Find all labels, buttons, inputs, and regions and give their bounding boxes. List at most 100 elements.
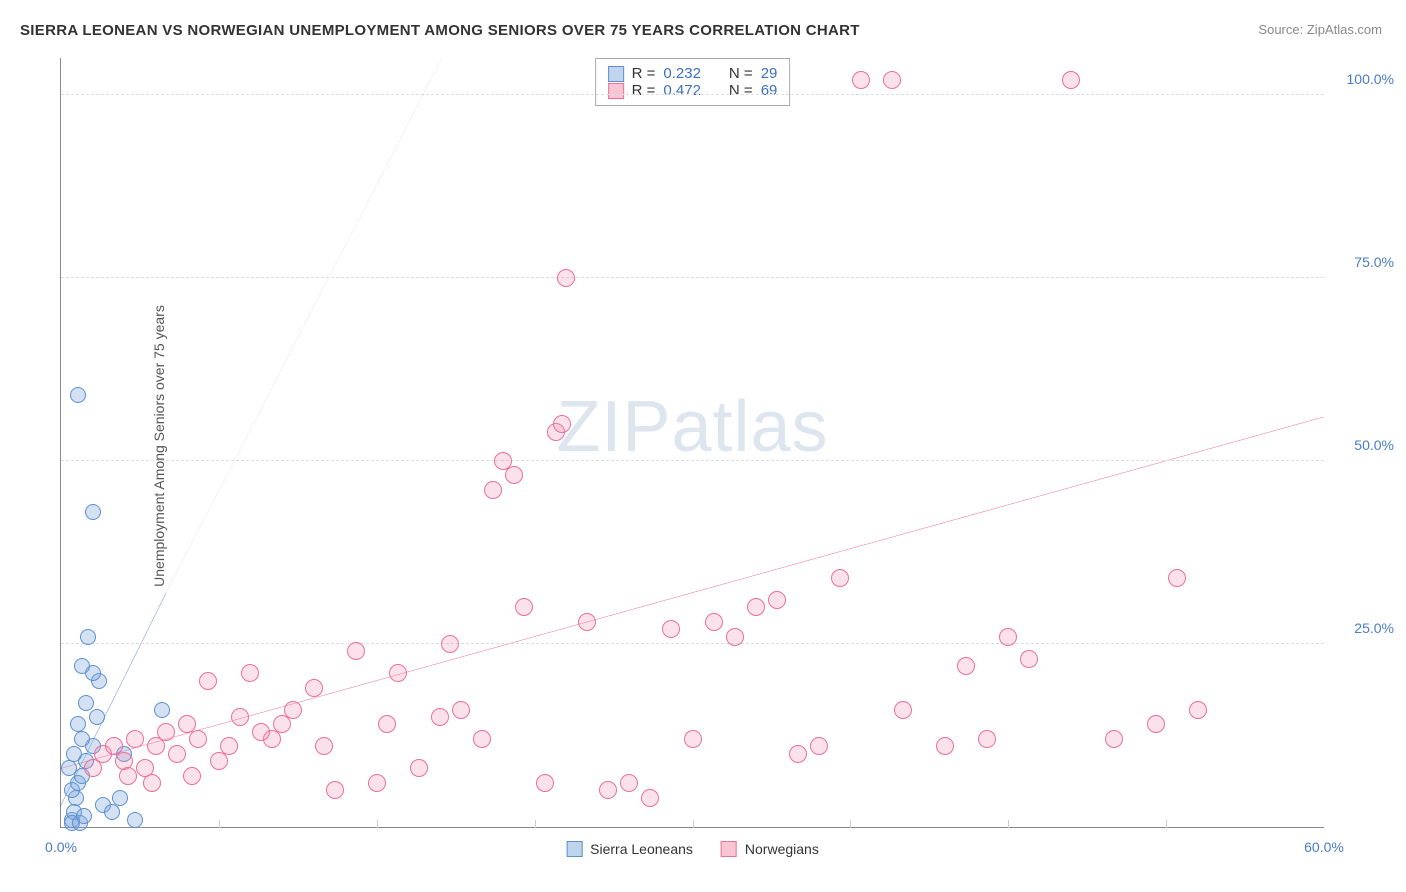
gridline-v <box>850 820 851 828</box>
data-point-pink[interactable] <box>768 591 786 609</box>
data-point-blue[interactable] <box>112 790 128 806</box>
data-point-pink[interactable] <box>515 598 533 616</box>
data-point-blue[interactable] <box>127 812 143 828</box>
data-point-pink[interactable] <box>168 745 186 763</box>
data-point-pink[interactable] <box>1147 715 1165 733</box>
data-point-pink[interactable] <box>536 774 554 792</box>
data-point-pink[interactable] <box>578 613 596 631</box>
data-point-pink[interactable] <box>431 708 449 726</box>
data-point-pink[interactable] <box>852 71 870 89</box>
chart-title: SIERRA LEONEAN VS NORWEGIAN UNEMPLOYMENT… <box>20 22 860 39</box>
data-point-pink[interactable] <box>747 598 765 616</box>
data-point-pink[interactable] <box>157 723 175 741</box>
data-point-blue[interactable] <box>85 504 101 520</box>
gridline-v <box>535 820 536 828</box>
data-point-pink[interactable] <box>1189 701 1207 719</box>
x-tick-label: 60.0% <box>1304 839 1344 855</box>
data-point-blue[interactable] <box>74 658 90 674</box>
legend-swatch-pink <box>721 841 737 857</box>
data-point-pink[interactable] <box>368 774 386 792</box>
data-point-blue[interactable] <box>76 808 92 824</box>
data-point-pink[interactable] <box>831 569 849 587</box>
data-point-pink[interactable] <box>284 701 302 719</box>
data-point-pink[interactable] <box>553 415 571 433</box>
data-point-pink[interactable] <box>183 767 201 785</box>
data-point-pink[interactable] <box>252 723 270 741</box>
data-point-pink[interactable] <box>199 672 217 690</box>
data-point-pink[interactable] <box>326 781 344 799</box>
data-point-pink[interactable] <box>883 71 901 89</box>
data-point-pink[interactable] <box>957 657 975 675</box>
legend-swatch-pink <box>608 83 624 99</box>
source-link[interactable]: ZipAtlas.com <box>1307 22 1382 37</box>
data-point-pink[interactable] <box>810 737 828 755</box>
legend-swatch-blue <box>608 66 624 82</box>
data-point-pink[interactable] <box>315 737 333 755</box>
data-point-pink[interactable] <box>557 269 575 287</box>
data-point-pink[interactable] <box>894 701 912 719</box>
data-point-blue[interactable] <box>104 804 120 820</box>
data-point-blue[interactable] <box>66 746 82 762</box>
data-point-blue[interactable] <box>80 629 96 645</box>
data-point-pink[interactable] <box>441 635 459 653</box>
data-point-pink[interactable] <box>936 737 954 755</box>
data-point-blue[interactable] <box>61 760 77 776</box>
legend-r-label: R = <box>632 82 656 99</box>
series-legend: Sierra Leoneans Norwegians <box>566 841 819 857</box>
data-point-pink[interactable] <box>978 730 996 748</box>
data-point-pink[interactable] <box>189 730 207 748</box>
data-point-pink[interactable] <box>705 613 723 631</box>
data-point-pink[interactable] <box>726 628 744 646</box>
data-point-pink[interactable] <box>641 789 659 807</box>
data-point-blue[interactable] <box>78 695 94 711</box>
data-point-blue[interactable] <box>154 702 170 718</box>
x-tick-label: 0.0% <box>45 839 77 855</box>
data-point-pink[interactable] <box>505 466 523 484</box>
legend-swatch-blue <box>566 841 582 857</box>
data-point-pink[interactable] <box>1020 650 1038 668</box>
legend-n-label: N = <box>729 65 753 82</box>
data-point-blue[interactable] <box>70 716 86 732</box>
data-point-pink[interactable] <box>684 730 702 748</box>
legend-n-label: N = <box>729 82 753 99</box>
data-point-pink[interactable] <box>389 664 407 682</box>
data-point-pink[interactable] <box>231 708 249 726</box>
data-point-pink[interactable] <box>620 774 638 792</box>
data-point-pink[interactable] <box>473 730 491 748</box>
data-point-pink[interactable] <box>347 642 365 660</box>
gridline-v <box>219 820 220 828</box>
gridline-h <box>61 460 1324 461</box>
legend-n-value-pink: 69 <box>761 82 778 99</box>
data-point-pink[interactable] <box>484 481 502 499</box>
data-point-pink[interactable] <box>789 745 807 763</box>
data-point-pink[interactable] <box>143 774 161 792</box>
data-point-pink[interactable] <box>999 628 1017 646</box>
legend-r-value-pink: 0.472 <box>663 82 701 99</box>
legend-label-pink: Norwegians <box>745 841 819 857</box>
data-point-pink[interactable] <box>126 730 144 748</box>
trendline-pink <box>61 417 1324 769</box>
data-point-pink[interactable] <box>1105 730 1123 748</box>
legend-label-blue: Sierra Leoneans <box>590 841 693 857</box>
data-point-pink[interactable] <box>305 679 323 697</box>
data-point-pink[interactable] <box>210 752 228 770</box>
data-point-pink[interactable] <box>452 701 470 719</box>
data-point-pink[interactable] <box>1062 71 1080 89</box>
y-tick-label: 25.0% <box>1334 620 1394 636</box>
data-point-pink[interactable] <box>119 767 137 785</box>
gridline-v <box>693 820 694 828</box>
source-label: Source: <box>1258 22 1303 37</box>
data-point-blue[interactable] <box>74 731 90 747</box>
data-point-pink[interactable] <box>1168 569 1186 587</box>
legend-row-blue: R = 0.232 N = 29 <box>608 65 778 82</box>
data-point-blue[interactable] <box>70 387 86 403</box>
data-point-pink[interactable] <box>241 664 259 682</box>
data-point-pink[interactable] <box>662 620 680 638</box>
data-point-pink[interactable] <box>378 715 396 733</box>
gridline-v <box>1008 820 1009 828</box>
data-point-pink[interactable] <box>599 781 617 799</box>
data-point-blue[interactable] <box>89 709 105 725</box>
data-point-pink[interactable] <box>410 759 428 777</box>
gridline-v <box>377 820 378 828</box>
legend-row-pink: R = 0.472 N = 69 <box>608 82 778 99</box>
